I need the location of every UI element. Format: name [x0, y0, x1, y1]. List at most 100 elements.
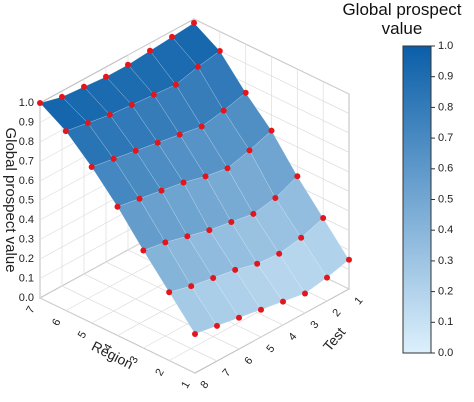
- colorbar-tick-label: 0.4: [438, 224, 453, 236]
- region-tick-label: 6: [50, 317, 63, 328]
- colorbar-tick-label: 0.1: [438, 316, 453, 328]
- data-point: [254, 260, 261, 267]
- data-point: [88, 164, 95, 170]
- data-point: [258, 306, 264, 313]
- data-point: [84, 120, 91, 126]
- data-point: [147, 47, 153, 54]
- region-tick-label: 2: [153, 367, 166, 378]
- data-point: [128, 101, 135, 108]
- data-point: [110, 155, 117, 162]
- data-point: [132, 147, 139, 154]
- z-tick-label: 0.5: [19, 194, 34, 206]
- z-tick-label: 0.7: [19, 155, 34, 167]
- colorbar: [402, 45, 432, 354]
- data-point: [180, 179, 187, 186]
- data-point: [166, 289, 173, 296]
- data-point: [162, 239, 169, 246]
- data-point: [37, 100, 43, 106]
- z-tick-label: 0.3: [19, 233, 34, 245]
- colorbar-tick-label: 0.9: [438, 71, 453, 83]
- data-point: [280, 298, 286, 305]
- colorbar-tick-label: 0.2: [438, 286, 453, 298]
- data-point: [176, 131, 183, 138]
- data-point: [236, 314, 242, 321]
- colorbar-tick-label: 0.6: [438, 163, 453, 175]
- colorbar-tick-label: 0.7: [438, 132, 453, 144]
- colorbar-tick-label: 1.0: [438, 40, 453, 52]
- data-point: [81, 83, 87, 90]
- z-tick-label: 0.8: [19, 136, 34, 148]
- data-point: [210, 275, 217, 281]
- z-tick-label: 0.4: [19, 214, 34, 226]
- test-tick-label: 7: [220, 367, 233, 379]
- data-point: [198, 123, 205, 130]
- region-tick-label: 4: [102, 342, 115, 353]
- data-point: [103, 73, 109, 80]
- test-tick-label: 4: [286, 331, 299, 343]
- data-point: [184, 233, 191, 240]
- y-axis-label: Test: [320, 324, 349, 354]
- data-point: [158, 187, 165, 194]
- z-tick-label: 0.0: [19, 292, 34, 304]
- data-point: [216, 48, 223, 54]
- data-point: [172, 81, 179, 88]
- colorbar-tick-label: 0.0: [438, 347, 453, 359]
- colorbar-tick-label: 0.3: [438, 255, 453, 267]
- z-tick-label: 0.9: [19, 116, 34, 128]
- data-point: [224, 165, 231, 172]
- data-point: [106, 111, 113, 118]
- data-point: [250, 210, 257, 217]
- data-point: [194, 63, 201, 70]
- test-grid-line: [39, 103, 196, 374]
- z-tick-label: 1.0: [19, 97, 34, 109]
- data-point: [220, 107, 227, 114]
- data-point: [114, 203, 121, 210]
- data-point: [268, 127, 275, 134]
- data-point: [298, 234, 305, 241]
- data-point: [246, 147, 253, 154]
- test-tick-label: 3: [308, 319, 321, 331]
- colorbar-title: Global prospect value: [342, 0, 462, 38]
- data-point: [202, 173, 209, 180]
- x-axis-label: Region: [89, 338, 136, 372]
- data-point: [276, 250, 283, 257]
- data-point: [125, 61, 131, 68]
- data-point: [228, 219, 235, 225]
- z-axis-label: Global prospect value: [2, 127, 19, 272]
- data-point: [346, 256, 352, 263]
- region-tick-label: 1: [179, 379, 192, 390]
- data-point: [150, 91, 157, 98]
- data-point: [188, 283, 195, 290]
- data-point: [302, 290, 308, 297]
- test-tick-label: 6: [242, 355, 255, 367]
- data-point: [206, 227, 213, 234]
- region-tick-label: 3: [128, 354, 141, 365]
- data-point: [169, 33, 175, 40]
- colorbar-tick-label: 0.8: [438, 101, 453, 113]
- data-point: [62, 128, 69, 135]
- region-tick-label: 7: [24, 304, 37, 315]
- test-tick-label: 8: [198, 379, 211, 391]
- data-point: [294, 173, 301, 180]
- data-point: [320, 215, 327, 221]
- test-tick-label: 1: [352, 295, 365, 307]
- data-point: [272, 195, 279, 201]
- data-point: [59, 93, 65, 100]
- z-tick-label: 0.2: [19, 253, 34, 265]
- data-point: [192, 331, 198, 337]
- colorbar-tick-label: 0.5: [438, 193, 453, 205]
- data-point: [191, 19, 197, 26]
- test-tick-label: 5: [264, 343, 277, 355]
- z-tick-label: 0.6: [19, 175, 34, 187]
- test-tick-label: 2: [330, 307, 343, 319]
- data-point: [140, 247, 147, 254]
- z-tick-label: 0.1: [19, 272, 34, 284]
- data-point: [214, 322, 220, 329]
- data-point: [324, 274, 330, 281]
- test-grid-line: [61, 91, 218, 362]
- data-point: [136, 195, 143, 202]
- data-point: [232, 266, 239, 273]
- data-point: [154, 139, 161, 146]
